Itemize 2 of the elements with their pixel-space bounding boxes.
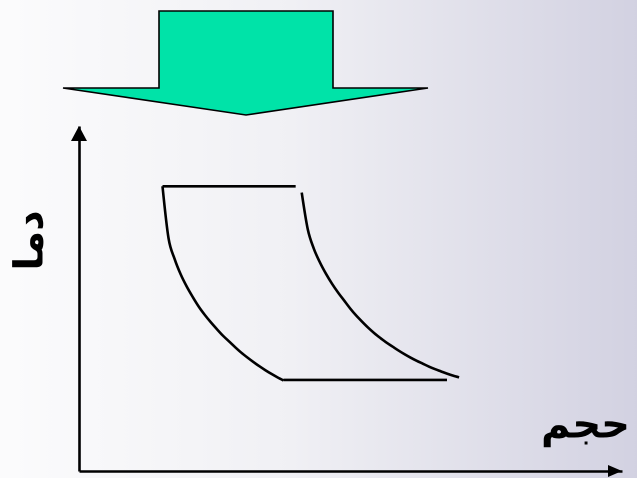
y-axis-title: دما — [6, 210, 52, 271]
x-axis-title: حجم — [540, 402, 630, 448]
